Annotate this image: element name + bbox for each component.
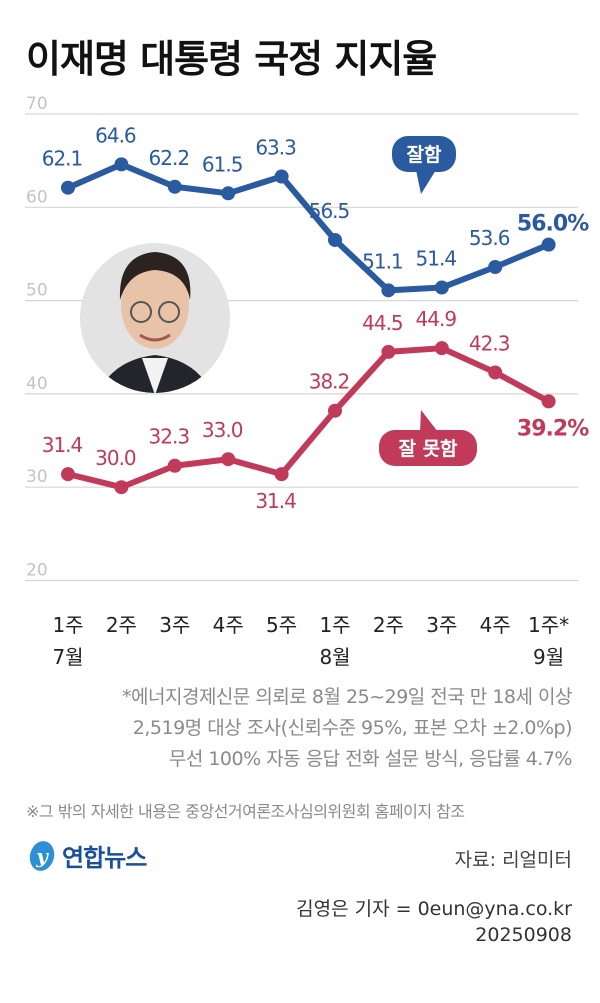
data-label: 30.0 — [95, 446, 136, 470]
survey-note-line: *에너지경제신문 의뢰로 8월 25~29일 전국 만 18세 이상 — [122, 686, 572, 708]
data-label: 56.5 — [309, 199, 350, 223]
data-point — [274, 169, 289, 184]
data-point — [381, 283, 396, 298]
y-tick-label: 30 — [26, 467, 48, 487]
data-label: 62.1 — [42, 147, 83, 171]
date: 20250908 — [475, 924, 572, 946]
survey-note: *에너지경제신문 의뢰로 8월 25~29일 전국 만 18세 이상 2,519… — [122, 682, 572, 775]
svg-text:y: y — [35, 844, 49, 868]
logo-text: 연합뉴스 — [62, 844, 147, 872]
data-label: 51.4 — [416, 247, 457, 271]
x-tick-label: 1주 — [319, 613, 350, 637]
x-tick-label: 4주 — [213, 613, 244, 637]
data-point — [541, 394, 556, 409]
credit: 김영은 기자 = 0eun@yna.co.kr 20250908 — [296, 896, 572, 948]
data-point — [114, 480, 129, 495]
data-label: 56.0% — [517, 212, 589, 237]
data-point — [61, 180, 75, 195]
data-label: 42.3 — [469, 331, 510, 355]
x-tick-month: 8월 — [319, 645, 350, 669]
line-chart: 20 30 40 50 60 70 62.1 64.6 62.2 61.5 63.3 56.5 51.… — [25, 94, 590, 669]
svg-text:잘함: 잘함 — [407, 144, 442, 166]
data-label: 53.6 — [469, 226, 510, 250]
legend-bad: 잘 못함 — [379, 410, 477, 466]
data-label: 62.2 — [149, 146, 190, 170]
source: 자료: 리얼미터 — [454, 849, 572, 871]
data-label: 51.1 — [362, 249, 403, 273]
survey-note-line: 무선 100% 자동 응답 전화 설문 방식, 응답률 4.7% — [168, 748, 573, 770]
data-label: 44.9 — [416, 307, 457, 331]
data-point — [434, 280, 449, 295]
data-label: 44.5 — [362, 311, 403, 335]
x-tick-label: 3주 — [159, 613, 190, 637]
data-label: 64.6 — [95, 123, 136, 147]
data-point — [221, 186, 236, 201]
data-point — [167, 179, 182, 194]
x-tick-label: 4주 — [480, 613, 511, 637]
yonhap-logo: y 연합뉴스 — [28, 838, 147, 873]
yonhap-logo-icon: y — [29, 840, 55, 871]
x-tick-label: 2주 — [373, 613, 404, 637]
reference-note: ※그 밖의 자세한 내용은 중앙선거여론조사심의위원회 홈페이지 참조 — [26, 802, 465, 821]
data-label: 32.3 — [149, 425, 190, 449]
data-point — [488, 365, 503, 380]
data-label: 61.5 — [202, 152, 243, 176]
y-tick-label: 60 — [26, 187, 48, 207]
data-label: 31.4 — [42, 433, 83, 457]
series-line-0 — [66, 161, 550, 294]
x-tick-label: 5주 — [266, 613, 297, 637]
svg-text:잘 못함: 잘 못함 — [398, 438, 458, 460]
data-point — [488, 260, 503, 275]
data-point — [328, 403, 342, 418]
data-point — [274, 467, 289, 482]
y-tick-label: 40 — [26, 374, 48, 394]
data-point — [381, 344, 396, 359]
page-title: 이재명 대통령 국정 지지율 — [26, 37, 437, 81]
data-label: 39.2% — [517, 416, 589, 441]
reporter: 김영은 기자 = 0eun@yna.co.kr — [296, 898, 572, 920]
y-tick-label: 20 — [26, 561, 48, 581]
y-tick-label: 70 — [26, 94, 48, 114]
x-tick-label: 2주 — [106, 613, 137, 637]
data-label: 31.4 — [255, 489, 296, 513]
x-tick-label: 1주* — [528, 613, 569, 637]
legend-good: 잘함 — [392, 136, 456, 194]
survey-note-line: 2,519명 대상 조사(신뢰수준 95%, 표본 오차 ±2.0%p) — [132, 717, 573, 739]
data-point — [167, 458, 182, 473]
x-tick-month: 9월 — [533, 645, 564, 669]
y-tick-label: 50 — [26, 281, 48, 301]
data-label: 38.2 — [309, 370, 350, 394]
series-line-1 — [67, 345, 551, 491]
data-label: 63.3 — [255, 136, 296, 160]
data-point — [61, 467, 75, 482]
data-point — [541, 237, 556, 252]
data-label: 33.0 — [202, 418, 243, 442]
data-point — [434, 341, 449, 356]
politician-photo — [80, 243, 230, 393]
data-point — [114, 157, 129, 172]
x-tick-month: 7월 — [52, 645, 83, 669]
x-tick-label: 3주 — [426, 613, 457, 637]
data-point — [328, 232, 342, 247]
data-point — [221, 452, 236, 467]
x-tick-label: 1주 — [52, 613, 83, 637]
